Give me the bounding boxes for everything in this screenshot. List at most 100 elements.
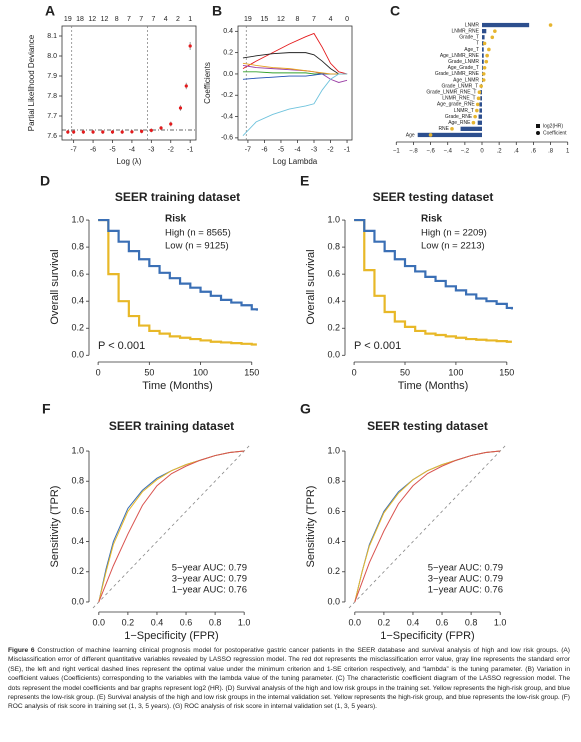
- dot: [482, 65, 487, 70]
- x-tick-label: 0.0: [93, 618, 106, 628]
- x-tick-label: 1.0: [494, 618, 507, 628]
- x-tick-label: 0.2: [122, 618, 135, 628]
- bar: [482, 53, 484, 58]
- top-tick-label: 7: [139, 16, 143, 23]
- bar: [477, 120, 482, 125]
- data-point: [110, 130, 115, 134]
- panel-label: E: [300, 173, 309, 189]
- legend-title: Risk: [421, 214, 443, 225]
- x-tick-label: 1: [566, 148, 570, 154]
- plot-frame: [237, 25, 353, 141]
- y-tick-label: 7.8: [47, 93, 57, 100]
- dot: [475, 108, 479, 113]
- y-tick-label: 7.9: [47, 73, 57, 80]
- x-tick-label: -5: [109, 146, 115, 153]
- legend-label: Low (n = 9125): [165, 241, 229, 252]
- series-line: [242, 73, 348, 137]
- diagonal-reference: [92, 444, 251, 609]
- bar: [479, 102, 482, 107]
- category-label: Age_T: [464, 47, 479, 53]
- y-tick-label: 0.0: [71, 350, 84, 360]
- x-tick-label: 100: [193, 368, 208, 378]
- x-tick-label: -6: [90, 146, 96, 153]
- series-line: [354, 450, 501, 603]
- x-tick-label: 0.4: [151, 618, 164, 628]
- data-point: [120, 130, 124, 134]
- category-label: Grade_LNMR_RNE: [435, 71, 480, 77]
- category-label: T: [476, 41, 479, 47]
- top-tick-label: 1: [188, 16, 192, 23]
- dot: [476, 96, 481, 101]
- x-axis-title: 1−Specificity (FPR): [124, 630, 218, 642]
- top-tick-label: 7: [152, 16, 156, 23]
- panel-label: C: [390, 3, 400, 19]
- x-tick-label: −.4: [443, 148, 452, 154]
- x-tick-label: .2: [497, 148, 503, 154]
- y-tick-label: 1.0: [327, 214, 340, 224]
- series-line: [354, 218, 514, 310]
- legend-label: 3−year AUC: 0.79: [428, 574, 503, 585]
- legend-label: Coefficient: [543, 130, 567, 136]
- bar: [482, 35, 485, 40]
- top-tick-label: 4: [329, 16, 333, 23]
- y-tick-label: 0.0: [327, 596, 340, 606]
- x-tick-label: −.6: [426, 148, 435, 154]
- top-tick-label: 4: [164, 16, 168, 23]
- legend-title: Risk: [165, 214, 187, 225]
- x-tick-label: -4: [129, 146, 135, 153]
- x-tick-label: 0: [352, 368, 357, 378]
- dot: [487, 47, 491, 52]
- top-tick-label: 19: [64, 16, 72, 23]
- y-tick-label: -0.6: [221, 135, 233, 142]
- dot: [475, 102, 480, 107]
- x-tick-label: .6: [531, 148, 537, 154]
- data-point: [140, 129, 144, 133]
- x-axis-title: Time (Months): [142, 380, 213, 392]
- chart-title: SEER training dataset: [109, 419, 234, 433]
- data-point: [81, 130, 85, 134]
- top-tick-label: 8: [296, 16, 300, 23]
- data-point: [178, 106, 183, 110]
- x-tick-label: −1: [393, 148, 401, 154]
- dot: [481, 72, 486, 76]
- y-tick-label: 8.1: [47, 33, 57, 40]
- x-tick-label: -1: [187, 146, 193, 153]
- top-tick-label: 15: [261, 16, 269, 23]
- y-tick-label: 0.4: [71, 536, 84, 546]
- bar: [479, 108, 482, 113]
- x-tick-label: -2: [327, 146, 333, 153]
- y-tick-label: 0.8: [327, 476, 340, 486]
- x-tick-label: .8: [548, 148, 554, 154]
- top-tick-label: 12: [88, 16, 96, 23]
- bar: [482, 59, 484, 64]
- dot: [471, 120, 476, 125]
- y-axis-title: Overall survival: [49, 249, 61, 324]
- y-tick-label: 1.0: [71, 214, 84, 224]
- series-line: [242, 32, 348, 75]
- dot: [485, 53, 489, 58]
- dot: [477, 90, 482, 95]
- y-tick-label: 0.6: [71, 506, 84, 516]
- category-label: Age_LNMR_RNE: [440, 53, 480, 59]
- x-tick-label: 1.0: [238, 618, 251, 628]
- dot: [450, 127, 454, 131]
- legend-label: 5−year AUC: 0.79: [428, 563, 503, 574]
- x-tick-label: 0.6: [180, 618, 193, 628]
- legend-label: 1−year AUC: 0.76: [428, 585, 503, 596]
- y-tick-label: 0.6: [71, 269, 84, 279]
- y-tick-label: 7.7: [47, 113, 57, 120]
- data-point: [184, 84, 188, 88]
- category-label: Grade_LNMR_T: [441, 83, 478, 89]
- y-axis-title: Partial Likelihood Deviance: [27, 34, 36, 131]
- y-tick-label: 0.0: [71, 596, 84, 606]
- y-tick-label: 0.4: [223, 28, 233, 35]
- category-label: Age_Grade_T: [448, 65, 479, 71]
- y-axis-title: Sensitivity (TPR): [305, 486, 317, 568]
- y-tick-label: 0.6: [327, 269, 340, 279]
- y-tick-label: 0.0: [223, 71, 233, 78]
- y-tick-label: -0.2: [221, 92, 233, 99]
- data-point: [130, 130, 134, 134]
- bar: [482, 65, 483, 70]
- y-axis-title: Coefficients: [203, 62, 212, 104]
- x-tick-label: 0.4: [407, 618, 420, 628]
